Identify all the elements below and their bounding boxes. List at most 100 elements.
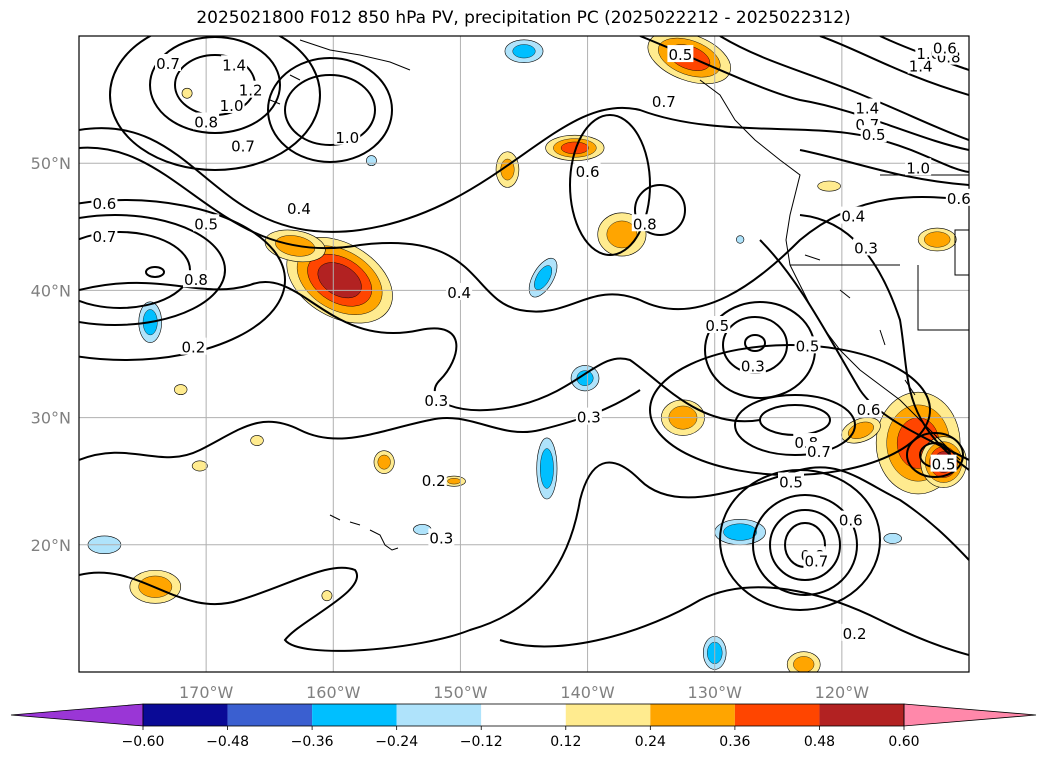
precip-area bbox=[373, 450, 395, 474]
contour-label: 0.4 bbox=[840, 206, 867, 226]
contour-label-text: 1.0 bbox=[220, 97, 244, 115]
pv-contour bbox=[634, 184, 686, 236]
lon-tick-label: 130°W bbox=[688, 683, 743, 702]
precip-level bbox=[534, 265, 552, 291]
precip-area bbox=[250, 435, 264, 446]
precip-level bbox=[512, 44, 536, 59]
pv-contour bbox=[79, 231, 191, 309]
lat-tick-label: 20°N bbox=[31, 536, 71, 555]
contour-label-bg bbox=[794, 336, 821, 354]
precip-level bbox=[883, 533, 902, 544]
pv-contour bbox=[639, 36, 969, 151]
contour-label-bg bbox=[803, 551, 830, 569]
pv-contour bbox=[799, 149, 969, 186]
contour-label: 0.2 bbox=[180, 337, 207, 357]
precip-level bbox=[317, 262, 362, 299]
contour-label-text: 0.7 bbox=[652, 93, 676, 111]
contour-label-text: 0.3 bbox=[429, 529, 453, 547]
pv-contour bbox=[752, 494, 858, 596]
contour-label-text: 1.4 bbox=[855, 100, 879, 118]
precip-level bbox=[723, 523, 757, 541]
contour-label-bg bbox=[930, 454, 957, 472]
precip-level bbox=[447, 478, 461, 485]
coastline bbox=[804, 254, 916, 396]
precip-level bbox=[924, 231, 951, 248]
lon-tick-label: 140°W bbox=[560, 683, 615, 702]
pv-contour bbox=[719, 469, 881, 611]
contour-label-bg bbox=[905, 158, 932, 176]
contour-label: 0.6 bbox=[574, 162, 601, 181]
pv-contour bbox=[734, 394, 856, 456]
contour-label-text: 0.5 bbox=[705, 317, 729, 335]
contour-label-text: 0.8 bbox=[194, 113, 218, 131]
pv-contour bbox=[79, 389, 641, 461]
contour-label-text: 0.5 bbox=[932, 456, 956, 474]
contour-label-bg bbox=[180, 337, 207, 355]
colorbar-tick-label: 0.60 bbox=[888, 734, 919, 750]
chart-title: 2025021800 F012 850 hPa PV, precipitatio… bbox=[196, 8, 851, 28]
gridlines bbox=[79, 36, 969, 672]
contour-label-bg bbox=[285, 198, 312, 216]
contour-label-bg bbox=[155, 53, 181, 71]
contour-label-text: 0.7 bbox=[92, 228, 116, 246]
contour-label-text: 0.7 bbox=[804, 552, 828, 570]
contour-label-bg bbox=[574, 162, 601, 180]
lon-tick-label: 170°W bbox=[179, 683, 234, 702]
precip-area bbox=[570, 365, 600, 392]
contour-label-bg bbox=[931, 38, 958, 56]
contour-label-bg bbox=[182, 270, 209, 288]
contour-label: 0.3 bbox=[423, 391, 450, 410]
colorbar-tick-label: 0.12 bbox=[550, 734, 581, 750]
precip-level bbox=[793, 656, 815, 672]
contour-label-bg bbox=[860, 125, 887, 143]
contour-label: 0.5 bbox=[778, 472, 804, 491]
contour-label-bg bbox=[704, 316, 731, 334]
pv-contour bbox=[744, 334, 766, 352]
contour-label: 0.6 bbox=[855, 399, 882, 419]
contour-label-bg bbox=[428, 528, 455, 546]
contour-label-bg bbox=[854, 98, 881, 116]
contour-label-text: 0.5 bbox=[194, 215, 218, 233]
contour-label-bg bbox=[805, 441, 832, 459]
contour-label: 0.5 bbox=[704, 316, 731, 335]
contour-label: 0.5 bbox=[794, 336, 821, 355]
colorbar-segment bbox=[481, 704, 566, 726]
colorbar-tick-label: −0.60 bbox=[122, 734, 165, 750]
contour-label-bg bbox=[334, 127, 361, 145]
contour-label-bg bbox=[575, 407, 602, 425]
contour-label-text: 0.5 bbox=[862, 126, 886, 144]
lon-tick-label: 160°W bbox=[306, 683, 361, 702]
precip-area bbox=[174, 384, 188, 396]
contour-label-text: 0.4 bbox=[841, 208, 865, 226]
contour-label: 0.7 bbox=[805, 441, 832, 461]
contour-label-bg bbox=[667, 45, 694, 63]
colorbar-tick-label: 0.48 bbox=[804, 734, 835, 750]
pv-contour bbox=[759, 239, 969, 461]
contour-label-text: 0.8 bbox=[184, 271, 208, 289]
contour-label: 0.5 bbox=[667, 45, 694, 64]
colorbar-tick-label: −0.36 bbox=[291, 734, 334, 750]
lon-tick-label: 150°W bbox=[433, 683, 488, 702]
pv-contour bbox=[906, 432, 964, 478]
lat-tick-label: 50°N bbox=[31, 154, 71, 173]
colorbar-segment bbox=[650, 704, 735, 726]
pv-contour bbox=[769, 509, 841, 581]
coastline bbox=[269, 39, 411, 105]
precip-area bbox=[495, 151, 520, 188]
colorbar-segment bbox=[565, 704, 651, 726]
precip-area bbox=[321, 590, 333, 602]
precip-area bbox=[504, 39, 544, 64]
precip-area bbox=[181, 87, 193, 99]
contour-label-bg bbox=[855, 399, 882, 417]
contour-label-bg bbox=[193, 112, 220, 130]
pv-contour bbox=[819, 36, 969, 96]
pv-contour bbox=[267, 57, 393, 163]
coastline bbox=[699, 79, 961, 461]
contour-label-text: 1.4 bbox=[222, 56, 246, 74]
contour-label-bg bbox=[631, 214, 658, 232]
contour-label: 0.6 bbox=[837, 510, 864, 530]
colorbar-segment bbox=[819, 704, 904, 726]
coastline bbox=[329, 514, 399, 551]
contour-label: 0.7 bbox=[91, 226, 118, 246]
